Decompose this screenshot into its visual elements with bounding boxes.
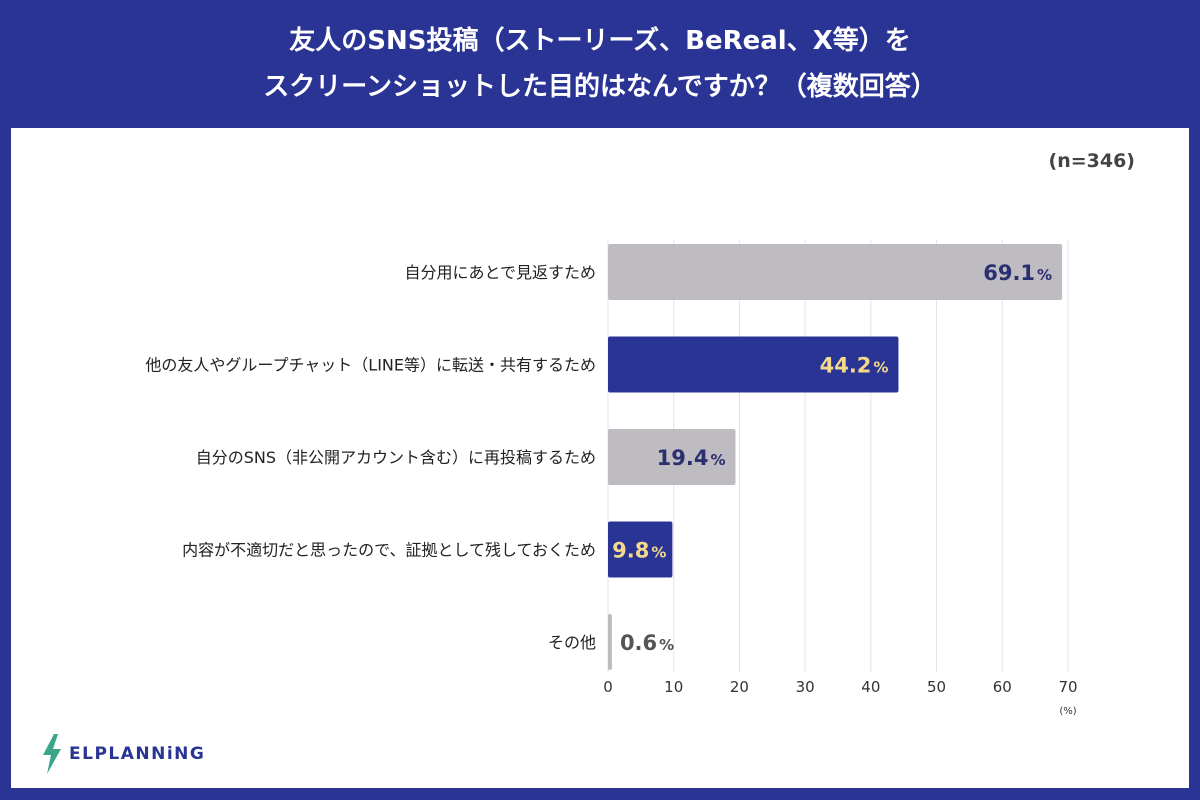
chart-header: 友人のSNS投稿（ストーリーズ、BeReal、X等）を スクリーンショットした目… [0,0,1200,128]
value-label: 0.6% [620,631,674,655]
x-tick-label: 20 [730,678,749,696]
bar [608,244,1063,300]
value-label: 19.4% [657,446,726,470]
bar [608,521,673,578]
x-tick-label: 50 [927,678,946,696]
category-label: 内容が不適切だと思ったので、証拠として残しておくため [182,541,596,560]
chart-panel: (n=346) 0 10 20 30 40 50 60 70 (%) 自分用にあとで見返すため 69… [11,128,1189,788]
bar [608,336,899,393]
title-line-1: 友人のSNS投稿（ストーリーズ、BeReal、X等）を [289,26,911,56]
category-label: 自分用にあとで見返すため [404,263,596,282]
title-line-2: スクリーンショットした目的はなんですか？（複数回答） [263,72,937,102]
x-tick-label: 40 [861,678,880,696]
x-tick-label: 0 [603,678,613,696]
bar [608,429,736,485]
category-label: その他 [548,633,596,652]
x-tick-label: 60 [993,678,1012,696]
x-tick-label: 30 [796,678,815,696]
value-label: 9.8% [612,539,666,563]
sample-size: (n=346) [1048,150,1135,172]
category-label: 他の友人やグループチャット（LINE等）に転送・共有するため [145,356,596,375]
lightning-bolt-icon [43,734,61,774]
bar-chart: 0 10 20 30 40 50 60 70 (%) 自分用にあとで見返すため 69.1 % 他の友人や… [145,240,1078,717]
x-axis-unit: (%) [1059,706,1076,717]
value-label: 44.2% [820,354,889,378]
logo-text: ELPLANNiNG [69,744,206,764]
x-tick-label: 10 [664,678,683,696]
logo: ELPLANNiNG [41,734,205,774]
bar [608,614,612,670]
category-label: 自分のSNS（非公開アカウント含む）に再投稿するため [196,448,596,467]
value-label: 69.1% [983,261,1052,285]
x-tick-label: 70 [1058,678,1077,696]
